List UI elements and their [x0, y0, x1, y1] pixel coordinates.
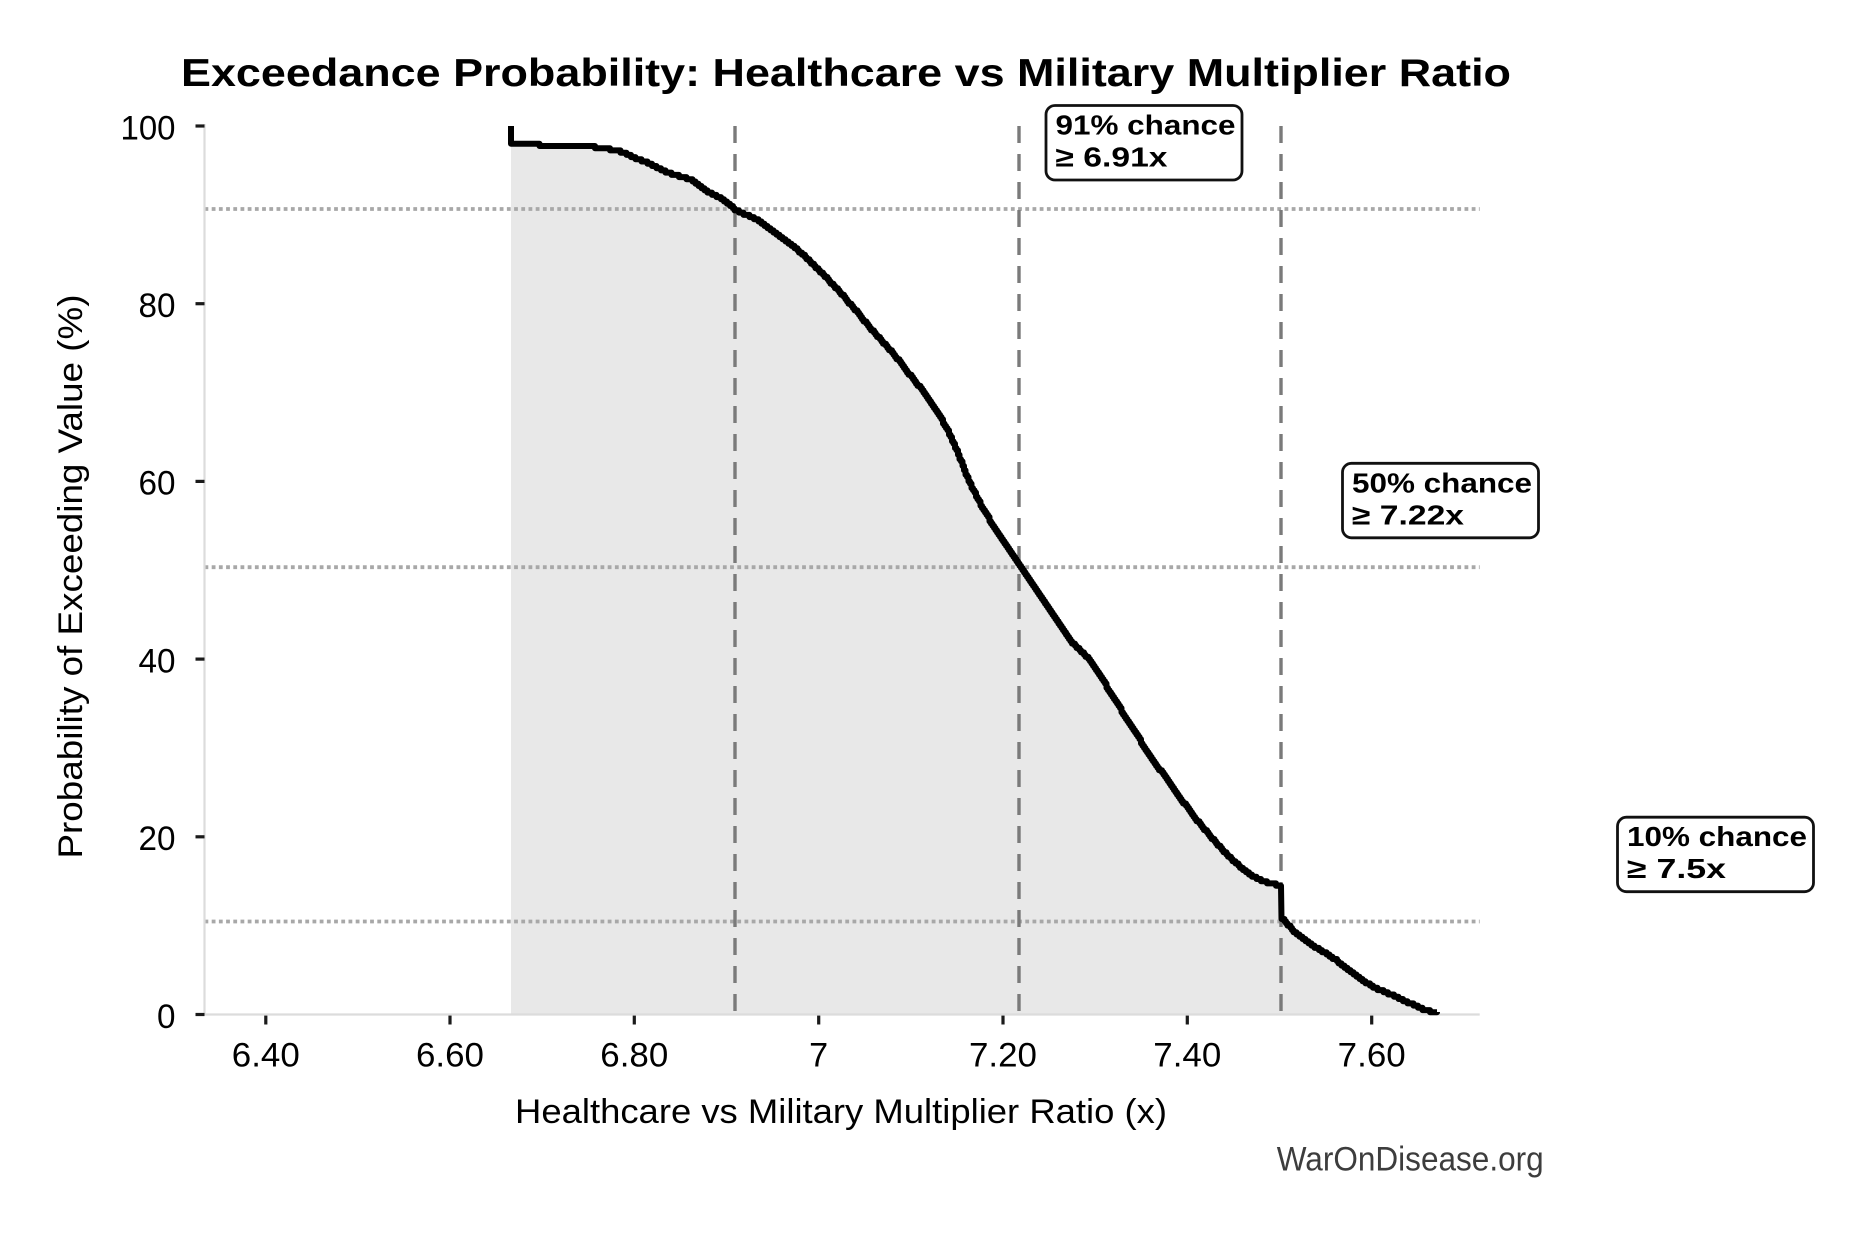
svg-text:80: 80	[139, 287, 176, 325]
svg-text:6.60: 6.60	[416, 1037, 484, 1075]
svg-text:6.40: 6.40	[232, 1037, 300, 1075]
svg-text:WarOnDisease.org: WarOnDisease.org	[1277, 1141, 1544, 1179]
svg-text:≥ 7.22x: ≥ 7.22x	[1352, 499, 1465, 530]
svg-text:Healthcare vs Military Multipl: Healthcare vs Military Multiplier Ratio …	[515, 1093, 1167, 1131]
svg-text:10% chance: 10% chance	[1627, 821, 1807, 852]
svg-text:7.60: 7.60	[1338, 1037, 1406, 1075]
svg-text:91% chance: 91% chance	[1056, 110, 1236, 141]
svg-text:50% chance: 50% chance	[1352, 467, 1532, 498]
svg-text:≥ 6.91x: ≥ 6.91x	[1056, 142, 1169, 173]
svg-text:0: 0	[157, 998, 176, 1036]
svg-text:7: 7	[809, 1037, 828, 1075]
svg-text:Exceedance Probability: Health: Exceedance Probability: Healthcare vs Mi…	[181, 52, 1511, 95]
svg-text:6.80: 6.80	[600, 1037, 668, 1075]
svg-text:60: 60	[139, 465, 176, 503]
svg-text:7.20: 7.20	[969, 1037, 1037, 1075]
svg-text:≥ 7.5x: ≥ 7.5x	[1627, 853, 1727, 884]
svg-text:100: 100	[121, 109, 176, 147]
svg-text:40: 40	[139, 642, 176, 680]
svg-text:20: 20	[139, 820, 176, 858]
svg-text:7.40: 7.40	[1153, 1037, 1221, 1075]
svg-text:Probability of Exceeding Value: Probability of Exceeding Value (%)	[52, 295, 90, 859]
